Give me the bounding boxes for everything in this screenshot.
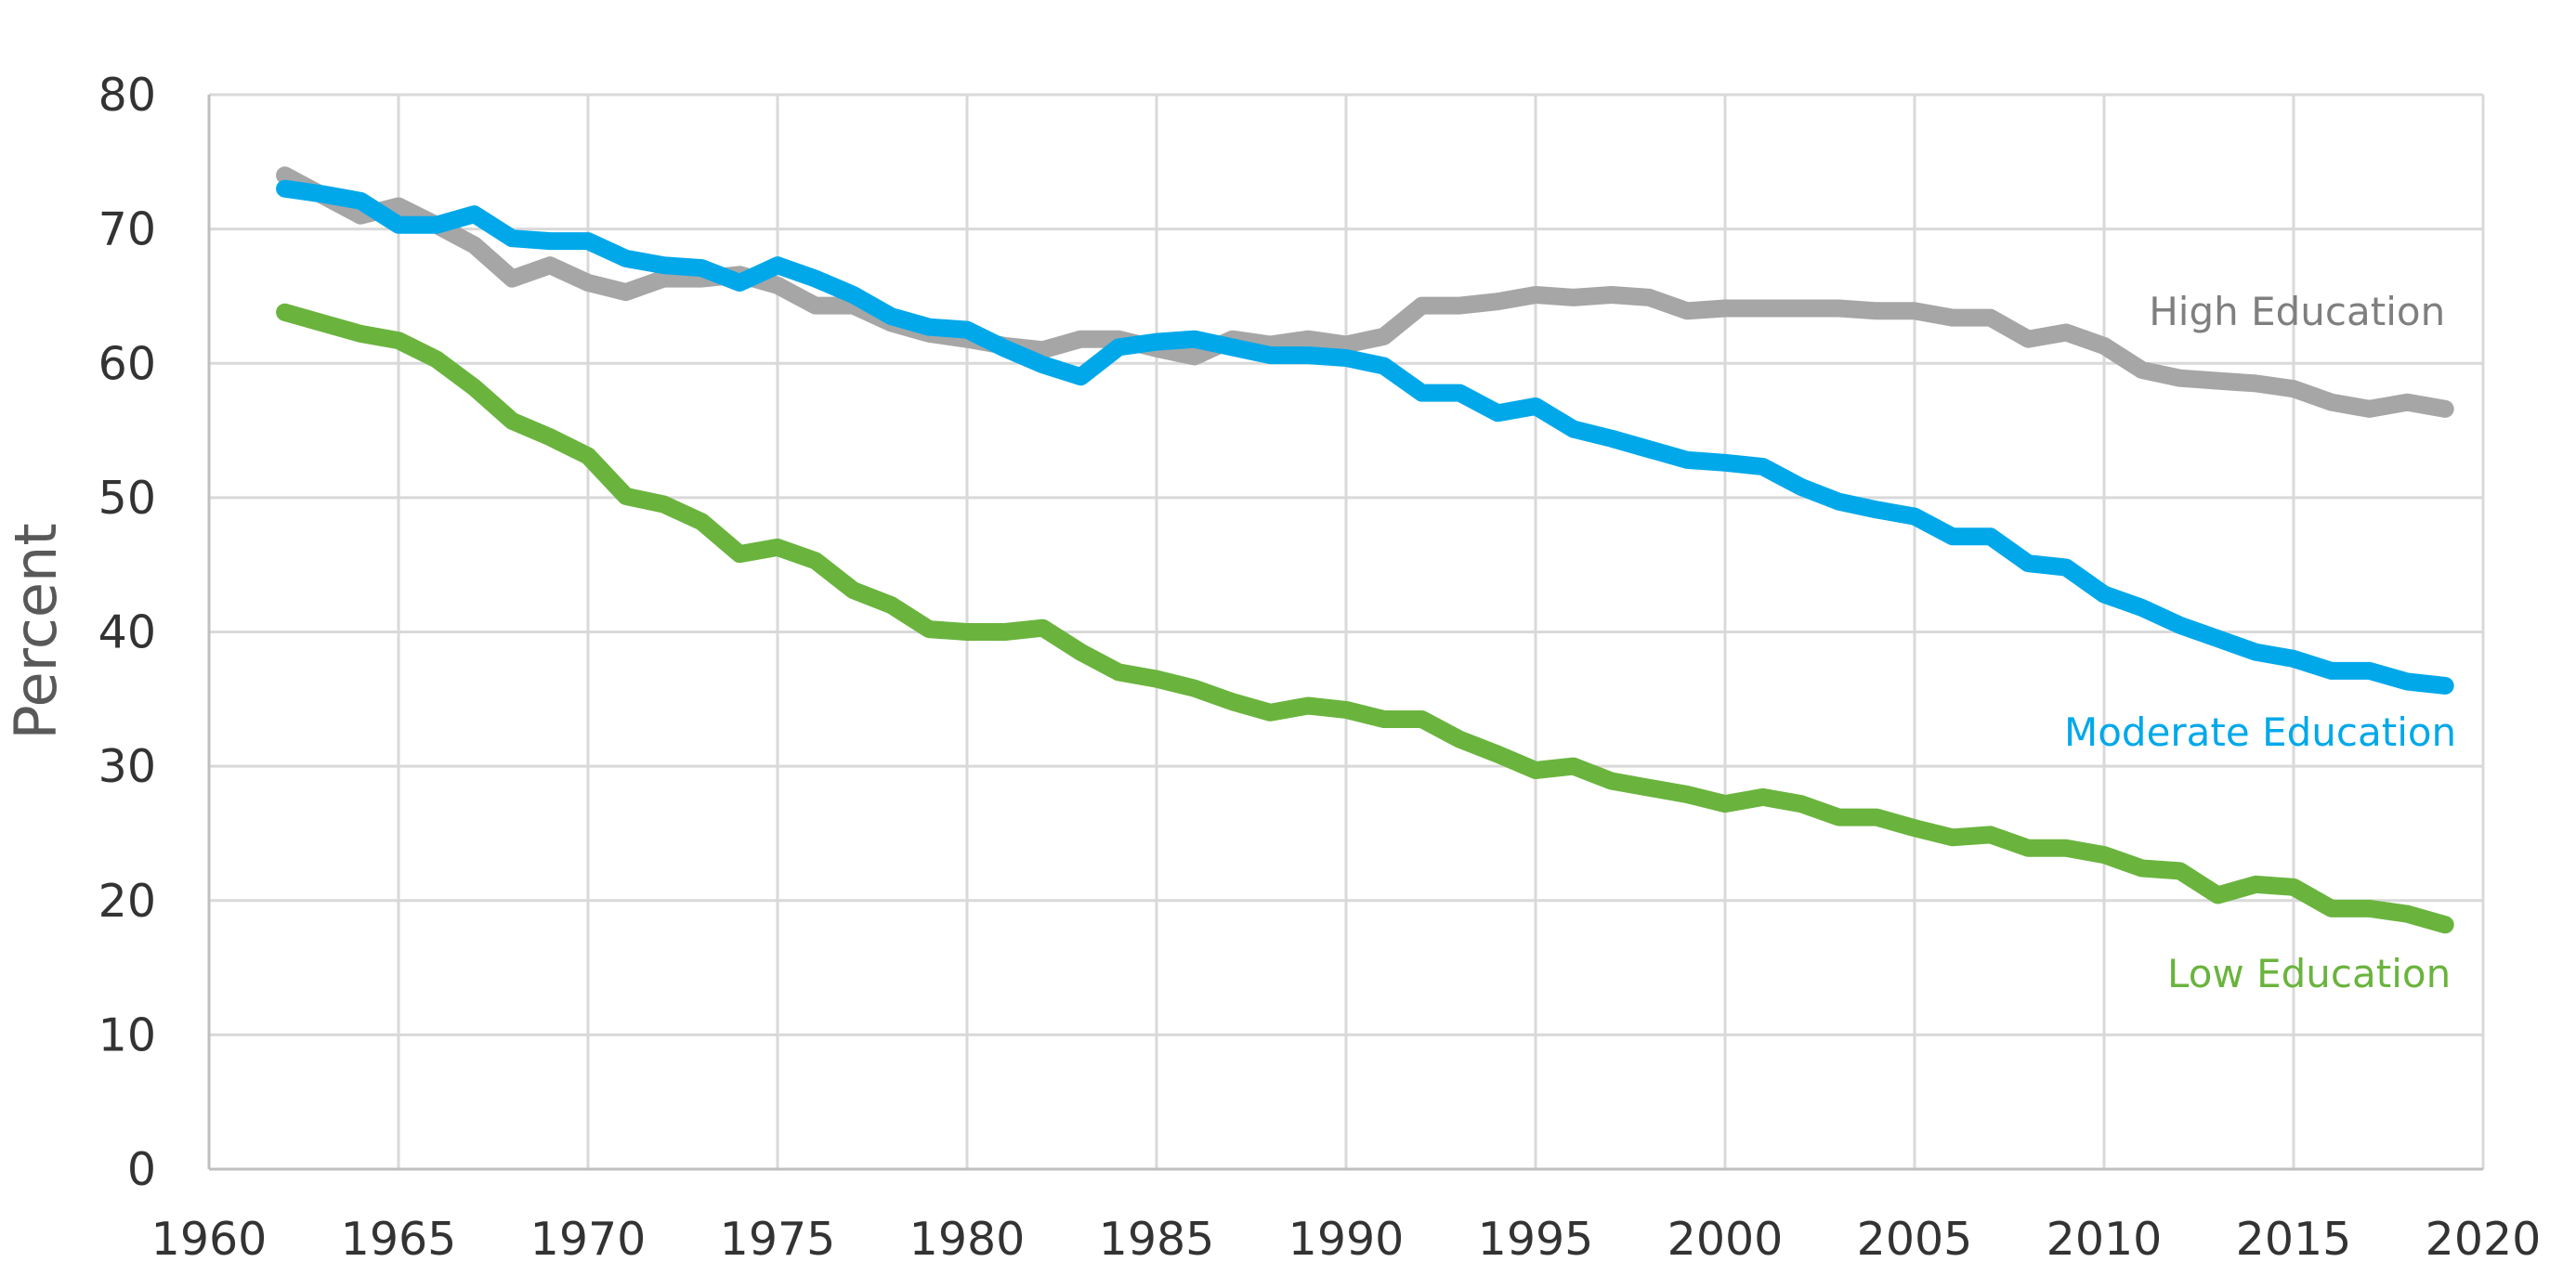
x-tick-label: 2015	[2236, 1213, 2352, 1266]
series-line-high-education	[276, 166, 2454, 418]
x-tick-label: 1980	[909, 1213, 1026, 1266]
y-tick-label: 60	[98, 337, 156, 390]
x-tick-label: 1990	[1288, 1213, 1405, 1266]
x-tick-label: 1975	[720, 1213, 836, 1266]
series-line-moderate-education	[276, 179, 2454, 695]
y-tick-label: 40	[98, 606, 156, 659]
series-labels: High Education Moderate Education Low Educ…	[2064, 289, 2456, 996]
y-tick-label: 30	[98, 740, 156, 793]
series-line-low-education	[276, 303, 2454, 934]
series-label-moderate-education: Moderate Education	[2064, 709, 2456, 755]
x-tick-label: 2005	[1857, 1213, 1973, 1266]
y-tick-label: 50	[98, 472, 156, 525]
series-label-high-education: High Education	[2149, 289, 2445, 334]
y-tick-label: 70	[98, 203, 156, 256]
tick-labels: 0 10 20 30 40 50 60 70 80 1960 1965 1970 1975 1980 198…	[98, 69, 2542, 1266]
x-tick-label: 1995	[1478, 1213, 1594, 1266]
series-lines	[276, 166, 2454, 934]
y-tick-label: 20	[98, 875, 156, 928]
gridlines	[209, 93, 2485, 1169]
y-tick-label: 80	[98, 69, 156, 122]
x-tick-label: 2010	[2046, 1213, 2163, 1266]
x-tick-label: 2000	[1667, 1213, 1784, 1266]
y-tick-label: 10	[98, 1008, 156, 1061]
x-tick-label: 2020	[2426, 1213, 2542, 1266]
x-tick-label: 1985	[1099, 1213, 1215, 1266]
x-tick-label: 1960	[151, 1213, 268, 1266]
x-tick-label: 1965	[341, 1213, 457, 1266]
axes	[207, 95, 2483, 1171]
y-tick-label: 0	[127, 1143, 156, 1196]
x-tick-label: 1970	[530, 1213, 647, 1266]
series-label-low-education: Low Education	[2167, 951, 2451, 996]
y-axis-title: Percent	[2, 523, 70, 739]
